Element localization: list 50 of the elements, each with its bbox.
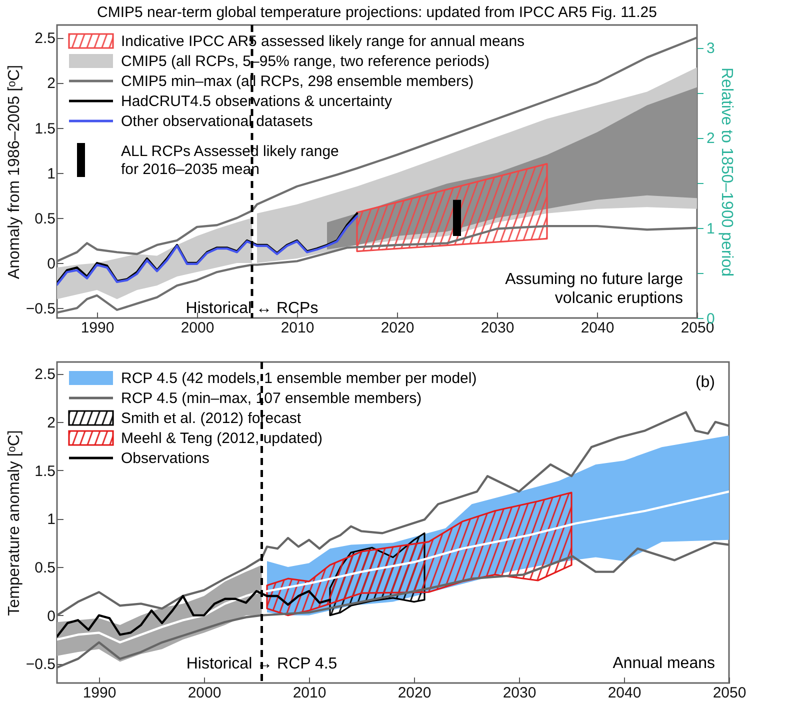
annotation: (b) [695,374,715,391]
y-axis-title: Anomaly from 1986–2005 [ᵒC] [6,64,23,280]
legend-label: Observations [121,450,210,467]
y-tick-label: 1 [47,511,56,528]
y-tick-label: 2.5 [34,366,56,384]
legend-label: Meehl & Teng (2012, updated) [121,430,323,447]
line-series [57,590,263,644]
y2-tick-label: 2 [706,130,715,148]
legend-label: Smith et al. (2012) forecast [121,410,302,427]
chart-title: CMIP5 near-term global temperature projections: updated from IPCC AR5 Fig. 11.25 [97,4,657,21]
y-tick-label: 0.5 [34,559,56,576]
annotation: Annual means [612,655,715,672]
legend-label: RCP 4.5 (42 models, 1 ensemble member per model) [121,370,477,387]
annotation: Historical ↔ RCPs [186,300,318,318]
y-tick-label: 1.5 [34,120,56,138]
y-axis-title: Temperature anomaly [ᵒC] [6,430,23,616]
y2-axis-title: Relative to 1850–1900 period [718,67,735,277]
x-tick-label: 2040 [580,320,614,336]
x-tick-label: 2020 [380,320,414,336]
legend-label: CMIP5 (all RCPs, 5–95% range, two reference periods) [121,53,490,70]
legend-label: Indicative IPCC AR5 assessed likely range for annual means [121,33,525,50]
legend-label: CMIP5 min–max (all RCPs, 298 ensemble members) [121,73,474,90]
y-tick-label: 2 [47,75,56,92]
y-tick-label: 2 [47,414,56,432]
legend-label: HadCRUT4.5 observations & uncertainty [121,93,392,110]
y2-tick-label: 1 [706,220,715,238]
y-tick-label: 0.5 [34,210,56,228]
y-tick-label: 0 [47,256,56,273]
x-tick-label: 1990 [82,684,116,702]
legend-label: ALL RCPs Assessed likely range for 2016–2035 mean [121,143,339,178]
x-tick-label: 1990 [80,320,114,336]
x-tick-label: 2010 [280,320,314,336]
x-tick-label: 2030 [480,320,514,336]
y-tick-label: 1 [47,165,56,182]
x-tick-label: 2020 [398,684,432,702]
y-tick-label: −0.5 [26,656,56,674]
annotation: Assuming no future large volcanic eruptions [505,271,684,307]
y2-tick-label: 3 [706,40,715,58]
y-tick-label: 1.5 [34,462,56,480]
x-tick-label: 2010 [292,684,326,702]
y-tick-label: 0 [47,608,56,625]
x-tick-label: 2000 [188,684,222,702]
y-tick-label: −0.5 [26,300,56,318]
line-series [266,490,729,592]
legend-label: Other observational datasets [121,113,313,130]
y-tick-label: 2.5 [34,30,56,48]
x-tick-label: 2050 [712,684,746,702]
x-tick-label: 2000 [180,320,214,336]
x-tick-label: 2030 [502,684,536,702]
x-tick-label: 2040 [608,684,642,702]
